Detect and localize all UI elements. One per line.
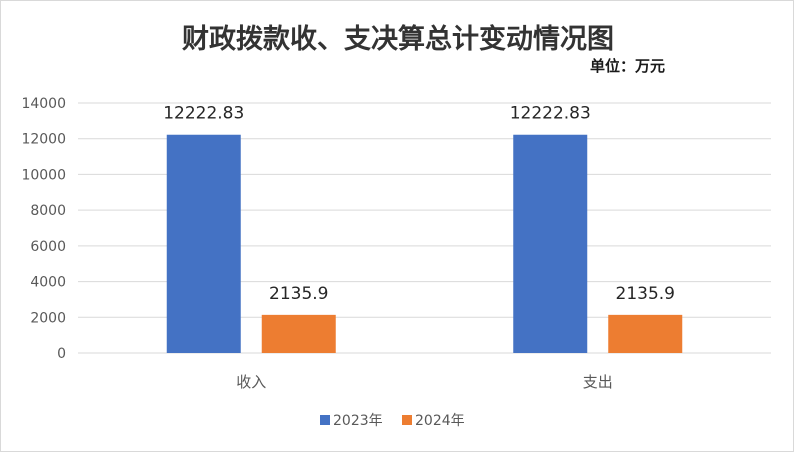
- legend-label: 2023年: [333, 413, 383, 429]
- bar: [513, 134, 588, 353]
- y-tick-label: 0: [57, 346, 66, 362]
- data-labels: 12222.83 2135.9 12222.83 2135.9: [163, 104, 675, 304]
- category-label: 收入: [236, 373, 266, 391]
- category-label: 支出: [583, 373, 613, 391]
- legend-swatch: [402, 415, 412, 425]
- legend-label: 2024年: [415, 413, 465, 429]
- bar: [608, 314, 683, 353]
- data-label: 2135.9: [269, 284, 328, 304]
- bars: [166, 134, 683, 353]
- y-tick-label: 14000: [21, 96, 66, 112]
- chart-title: 财政拨款收、支决算总计变动情况图: [182, 23, 614, 55]
- legend: 2023年 2024年: [320, 413, 465, 429]
- y-tick-label: 10000: [21, 167, 66, 183]
- data-label: 12222.83: [163, 104, 244, 124]
- data-label: 2135.9: [616, 284, 675, 304]
- y-tick-label: 12000: [21, 132, 66, 148]
- y-axis-ticks: 0 2000 4000 6000 8000 10000 12000 14000: [21, 96, 66, 362]
- bar: [261, 314, 336, 353]
- bar: [166, 134, 241, 353]
- y-tick-label: 8000: [30, 203, 66, 219]
- y-tick-label: 6000: [30, 239, 66, 255]
- legend-swatch: [320, 415, 330, 425]
- y-tick-label: 2000: [30, 310, 66, 326]
- category-labels: 收入 支出: [236, 373, 613, 391]
- y-tick-label: 4000: [30, 275, 66, 291]
- unit-label: 单位：万元: [590, 57, 665, 75]
- data-label: 12222.83: [510, 104, 591, 124]
